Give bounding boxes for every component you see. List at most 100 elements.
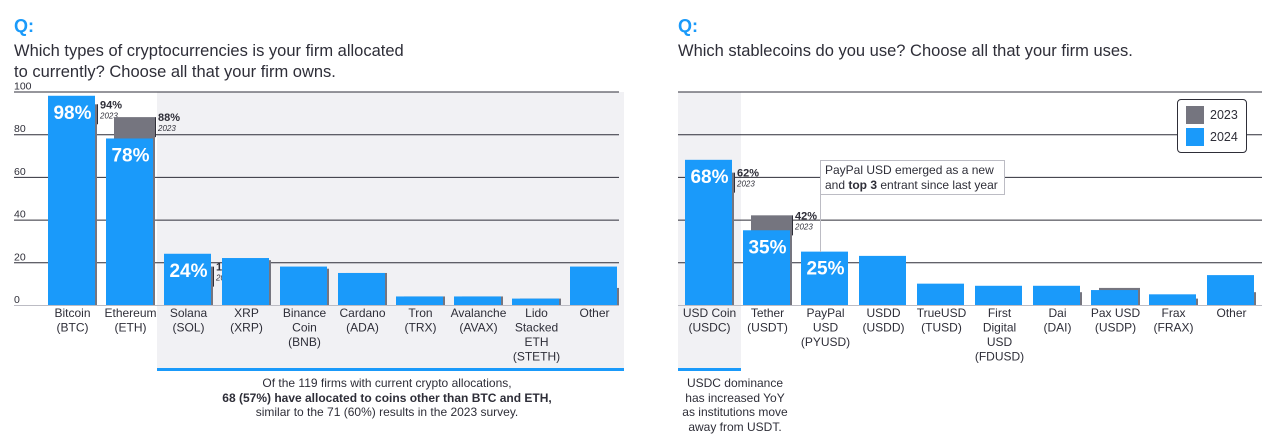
y-tick-label: 0 [14,294,20,306]
data-label-2023: 62% [737,168,759,180]
data-label-2024: 25% [806,259,844,280]
right-note-line2: has increased YoY [685,390,785,405]
category-label: (USDP) [1095,321,1136,335]
category-label: Lido [525,306,548,320]
data-label-2024: 78% [111,145,149,166]
right-note-line1: USDC dominance [686,376,784,390]
data-label-2023-year: 2023 [157,124,176,133]
y-tick-label: 40 [14,209,26,221]
bar-2024 [396,296,443,305]
category-label: Other [1216,306,1246,320]
data-label-2024: 68% [690,167,728,188]
left-q-label: Q: [14,16,34,36]
category-label: PayPal [806,306,844,320]
category-label: Avalanche [451,306,507,320]
category-label: Pax USD [1091,306,1141,320]
category-label: (STETH) [513,350,560,364]
category-label: Frax [1162,306,1186,320]
category-label: (AVAX) [459,321,497,335]
category-label: (DAI) [1044,321,1072,335]
callout-line2-pre: and [825,177,849,192]
left-question-line1: Which types of cryptocurrencies is your … [14,42,404,60]
category-label: (BNB) [288,335,321,349]
category-label: Solana [170,306,208,320]
category-label: (ETH) [115,321,147,335]
category-label: Dai [1048,306,1066,320]
left-highlight-band [157,92,624,368]
right-note: USDC dominance has increased YoY as inst… [678,376,792,434]
data-label-2023-year: 2023 [99,111,118,120]
category-label: (USDC) [689,321,731,335]
bar-2024 [859,255,906,305]
bar-2024 [512,298,559,305]
bar-2024 [1091,290,1138,305]
data-label-2023: 88% [158,112,180,124]
legend-label-2023: 2023 [1210,108,1238,122]
y-tick-label: 80 [14,123,26,135]
bar-2024 [1149,294,1196,305]
bar-2024 [338,272,385,305]
category-label: Ethereum [104,306,156,320]
category-label: USD [987,335,1013,349]
right-q-label: Q: [678,16,698,36]
bar-2024 [222,258,269,305]
legend-item-2024: 2024 [1186,126,1238,148]
category-label: (ADA) [346,321,379,335]
bar-2024 [1033,285,1080,305]
category-label: (TUSD) [921,321,962,335]
legend-label-2024: 2024 [1210,130,1238,144]
left-question-line2: to currently? Choose all that your firm … [14,63,336,81]
category-label: (PYUSD) [801,335,850,349]
pyusd-callout: PayPal USD emerged as a new and top 3 en… [820,160,1005,195]
left-note-line3: similar to the 71 (60%) results in the 2… [255,405,519,419]
bar-2024 [917,283,964,305]
left-highlight-underline [157,368,624,371]
left-note-line2: 68 (57%) have allocated to coins other t… [222,390,552,405]
callout-line2-bold: top 3 [848,177,878,192]
data-label-2024: 24% [169,261,207,282]
category-label: (TRX) [405,321,437,335]
bar-2024 [280,266,327,305]
category-label: (SOL) [172,321,204,335]
category-label: USD [813,321,839,335]
category-label: Binance [283,306,327,320]
data-label-2023-year: 2023 [794,222,813,231]
bar-2024 [801,251,848,305]
right-note-line4: away from USDT. [688,419,782,434]
right-question: Which stablecoins do you use? Choose all… [678,41,1133,62]
category-label: (XRP) [230,321,263,335]
left-note-line1: Of the 119 firms with current crypto all… [262,376,512,390]
bar-2024 [48,95,95,306]
category-label: Stacked [515,321,558,335]
category-label: (BTC) [57,321,89,335]
right-highlight-underline [678,368,741,371]
left-note: Of the 119 firms with current crypto all… [155,376,619,420]
right-note-line3: as institutions move [682,405,788,419]
category-label: (FDUSD) [975,350,1024,364]
category-label: USD Coin [683,306,736,320]
category-label: Bitcoin [54,306,90,320]
bar-2024 [1207,275,1254,305]
legend-item-2023: 2023 [1186,104,1238,126]
right-question-line1: Which stablecoins do you use? Choose all… [678,42,1133,60]
category-label: ETH [525,335,549,349]
bar-2024 [570,266,617,305]
y-tick-label: 60 [14,166,26,178]
category-label: Cardano [339,306,385,320]
bar-2024 [106,138,153,305]
left-question: Which types of cryptocurrencies is your … [14,41,404,83]
category-label: Tron [408,306,432,320]
y-tick-label: 100 [14,81,32,93]
data-label-2024: 35% [748,237,786,258]
category-label: Tether [751,306,784,320]
data-label-2023: 42% [795,210,817,222]
bar-2024 [743,230,790,305]
bar-2024 [164,253,211,305]
legend: 2023 2024 [1177,99,1247,153]
category-label: TrueUSD [917,306,967,320]
category-label: Coin [292,321,317,335]
data-label-2023: 94% [100,99,122,111]
bar-2024 [685,159,732,305]
y-tick-label: 20 [14,251,26,263]
